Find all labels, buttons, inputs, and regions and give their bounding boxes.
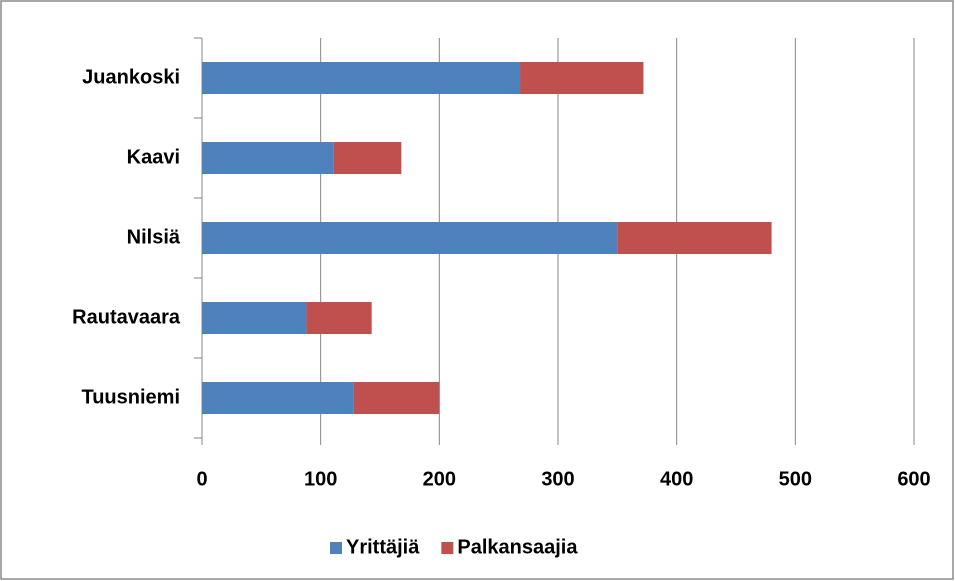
x-tick-label: 500 (779, 468, 812, 490)
bar-segment (353, 382, 440, 414)
x-tick-label: 100 (304, 468, 337, 490)
legend-label: Yrittäjiä (346, 536, 420, 558)
bar-segment (202, 142, 334, 174)
y-tick-label: Tuusniemi (81, 386, 180, 408)
bar-segment (202, 382, 354, 414)
legend-swatch (330, 542, 342, 554)
x-tick-label: 400 (660, 468, 693, 490)
bar-segment (202, 302, 307, 334)
x-tick-label: 0 (196, 468, 207, 490)
bar-segment (617, 222, 772, 254)
y-tick-label: Juankoski (82, 66, 180, 88)
legend-label: Palkansaajia (457, 536, 578, 558)
x-tick-label: 300 (541, 468, 574, 490)
bar-segment (202, 222, 618, 254)
x-tick-label: 600 (897, 468, 930, 490)
y-tick-label: Nilsiä (127, 226, 181, 248)
bar-segment (520, 62, 644, 94)
y-tick-label: Kaavi (127, 146, 180, 168)
bar-segment (333, 142, 402, 174)
bar-segment (202, 62, 521, 94)
y-tick-label: Rautavaara (72, 306, 181, 328)
legend-swatch (441, 542, 454, 554)
bar-segment (306, 302, 372, 334)
x-tick-label: 200 (423, 468, 456, 490)
